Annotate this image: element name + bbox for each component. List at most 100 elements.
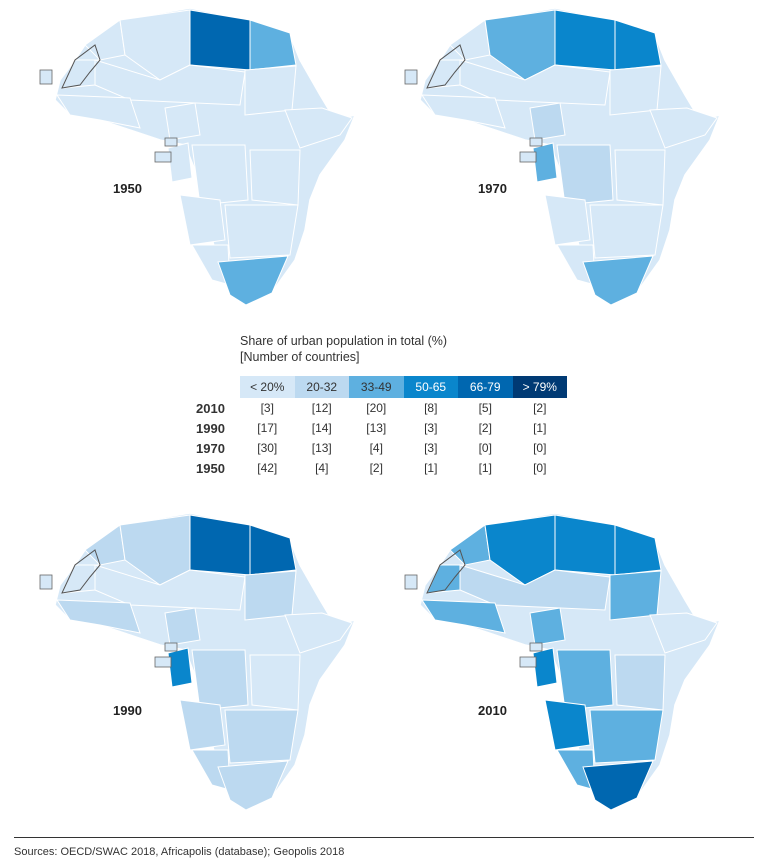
disputed-territory-outline — [426, 44, 466, 89]
island-inset — [39, 69, 53, 85]
country-ethiopia — [284, 612, 353, 654]
country-egypt — [614, 524, 662, 576]
country-angola — [179, 194, 226, 246]
country-count: [0] — [478, 441, 492, 455]
country-count: [3] — [424, 421, 438, 435]
country-southern — [224, 204, 299, 259]
island-inset — [404, 574, 418, 590]
legend-class-1: 20-32 — [294, 376, 349, 398]
country-count: [17] — [257, 421, 278, 435]
country-count: [2] — [478, 421, 492, 435]
country-nigeria — [164, 102, 201, 141]
country-angola — [544, 699, 591, 751]
country-east — [249, 654, 301, 711]
country-count: [1] — [424, 461, 438, 475]
country-drc — [556, 649, 614, 711]
country-egypt — [614, 19, 662, 71]
country-sudan — [609, 570, 662, 621]
island-inset — [519, 151, 537, 163]
island-inset — [404, 69, 418, 85]
map-year-1950: 1950 — [113, 181, 142, 196]
country-count: [2] — [533, 401, 547, 415]
row-year: 1970 — [196, 441, 225, 456]
country-angola — [544, 194, 591, 246]
country-count: [12] — [311, 401, 332, 415]
country-ethiopia — [649, 107, 718, 149]
legend-row: 1990 [17] [14] [13] [3] [2] [1] — [196, 421, 567, 436]
country-sahel — [459, 59, 611, 106]
country-east — [614, 654, 666, 711]
country-count: [8] — [424, 401, 438, 415]
country-sudan — [244, 570, 297, 621]
country-south-africa — [582, 255, 654, 306]
country-west — [56, 94, 141, 129]
country-count: [30] — [257, 441, 278, 455]
island-inset — [164, 137, 178, 147]
map-year-2010: 2010 — [478, 703, 507, 718]
legend-subtitle: [Number of countries] — [240, 350, 360, 364]
country-drc — [556, 144, 614, 206]
country-count: [20] — [366, 401, 387, 415]
country-ethiopia — [284, 107, 353, 149]
country-west — [421, 94, 506, 129]
country-egypt — [249, 19, 297, 71]
disputed-territory-outline — [426, 549, 466, 594]
country-libya — [189, 9, 251, 71]
country-count: [13] — [311, 441, 332, 455]
country-count: [4] — [369, 441, 383, 455]
country-congo — [532, 647, 558, 688]
island-inset — [154, 656, 172, 668]
country-sudan — [244, 65, 297, 116]
country-south-africa — [582, 760, 654, 811]
country-south-africa — [217, 255, 289, 306]
disputed-territory-outline — [61, 549, 101, 594]
map-year-1990: 1990 — [113, 703, 142, 718]
country-count: [2] — [369, 461, 383, 475]
country-nigeria — [164, 607, 201, 646]
island-inset — [164, 642, 178, 652]
map-1990 — [39, 512, 357, 811]
island-inset — [154, 151, 172, 163]
row-year: 1990 — [196, 421, 225, 436]
map-1950 — [39, 7, 357, 306]
country-libya — [554, 9, 616, 71]
legend-class-0: < 20% — [240, 376, 295, 398]
legend-row: 2010 [3] [12] [20] [8] [5] [2] — [196, 401, 567, 416]
legend-title: Share of urban population in total (%) [… — [240, 333, 447, 365]
country-west — [56, 599, 141, 634]
country-drc — [191, 649, 249, 711]
country-libya — [554, 514, 616, 576]
country-count: [3] — [424, 441, 438, 455]
country-nigeria — [529, 102, 566, 141]
country-sahel — [459, 564, 611, 611]
country-southern — [589, 709, 664, 764]
country-count: [42] — [257, 461, 278, 475]
country-sahel — [94, 564, 246, 611]
legend-class-4: 66-79 — [458, 376, 513, 398]
country-count: [1] — [478, 461, 492, 475]
map-year-1970: 1970 — [478, 181, 507, 196]
country-drc — [191, 144, 249, 206]
country-egypt — [249, 524, 297, 576]
country-sudan — [609, 65, 662, 116]
country-congo — [532, 142, 558, 183]
source-note: Sources: OECD/SWAC 2018, Africapolis (da… — [14, 846, 345, 858]
legend-title-text: Share of urban population in total (%) — [240, 334, 448, 348]
country-count: [4] — [315, 461, 329, 475]
legend-class-3: 50-65 — [403, 376, 458, 398]
country-southern — [589, 204, 664, 259]
legend-class-2: 33-49 — [349, 376, 404, 398]
country-count: [0] — [533, 441, 547, 455]
country-east — [614, 149, 666, 206]
legend-swatches: < 20% 20-32 33-49 50-65 66-79 > 79% — [240, 376, 567, 398]
country-nigeria — [529, 607, 566, 646]
legend-row: 1950 [42] [4] [2] [1] [1] [0] — [196, 461, 567, 476]
country-count: [5] — [478, 401, 492, 415]
country-east — [249, 149, 301, 206]
africa-maps — [39, 7, 722, 811]
row-year: 1950 — [196, 461, 225, 476]
footer-divider — [14, 837, 754, 838]
country-count: [13] — [366, 421, 387, 435]
country-count: [1] — [533, 421, 547, 435]
